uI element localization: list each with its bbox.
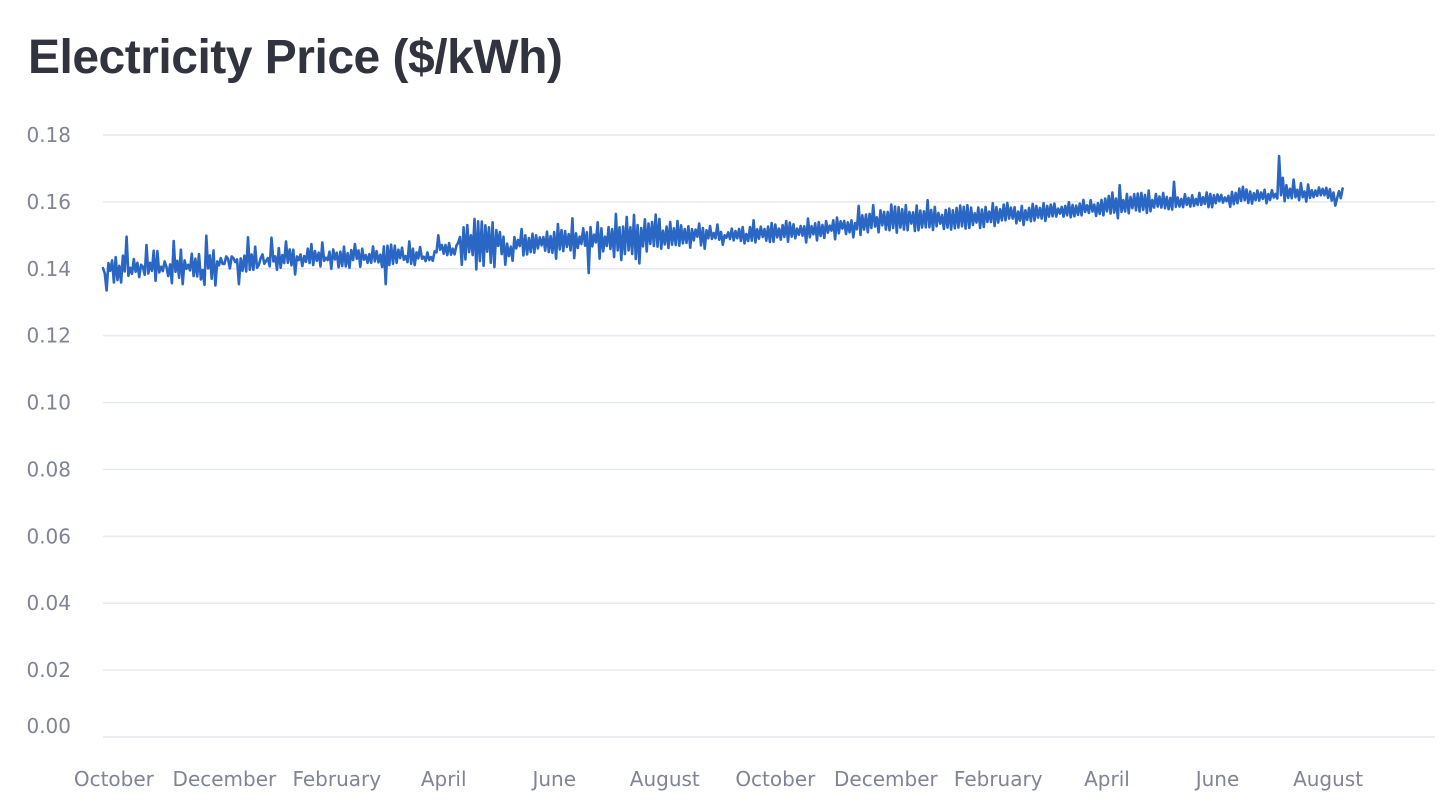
y-tick-label: 0.02 [26,658,71,682]
x-tick-label: April [421,767,467,791]
x-tick-label: December [834,767,938,791]
y-tick-label: 0.00 [26,714,71,738]
x-tick-label: October [74,767,155,791]
x-tick-label: December [173,767,277,791]
x-tick-label: August [1293,767,1363,791]
series-line-0 [101,154,1344,292]
x-tick-label: June [530,767,576,791]
y-tick-label: 0.04 [26,591,71,615]
x-tick-label: April [1084,767,1130,791]
x-tick-label: February [292,767,381,791]
y-tick-label: 0.16 [26,190,71,214]
x-tick-label: October [735,767,816,791]
x-tick-label: August [630,767,700,791]
gridlines [103,134,1435,738]
y-tick-label: 0.08 [26,457,71,481]
chart-title: Electricity Price ($/kWh) [28,31,563,84]
series-group [101,154,1344,292]
x-axis-ticks: October December February April June August Oc… [74,767,1363,791]
y-tick-label: 0.06 [26,524,71,548]
y-tick-label: 0.14 [26,257,71,281]
y-axis-ticks: 0.00 0.02 0.04 0.06 0.08 0.10 0.12 0.14 0.16 0.18 [26,123,71,738]
y-tick-label: 0.10 [26,391,71,415]
x-tick-label: February [954,767,1043,791]
y-tick-label: 0.18 [26,123,71,147]
x-tick-label: June [1194,767,1240,791]
y-tick-label: 0.12 [26,324,71,348]
